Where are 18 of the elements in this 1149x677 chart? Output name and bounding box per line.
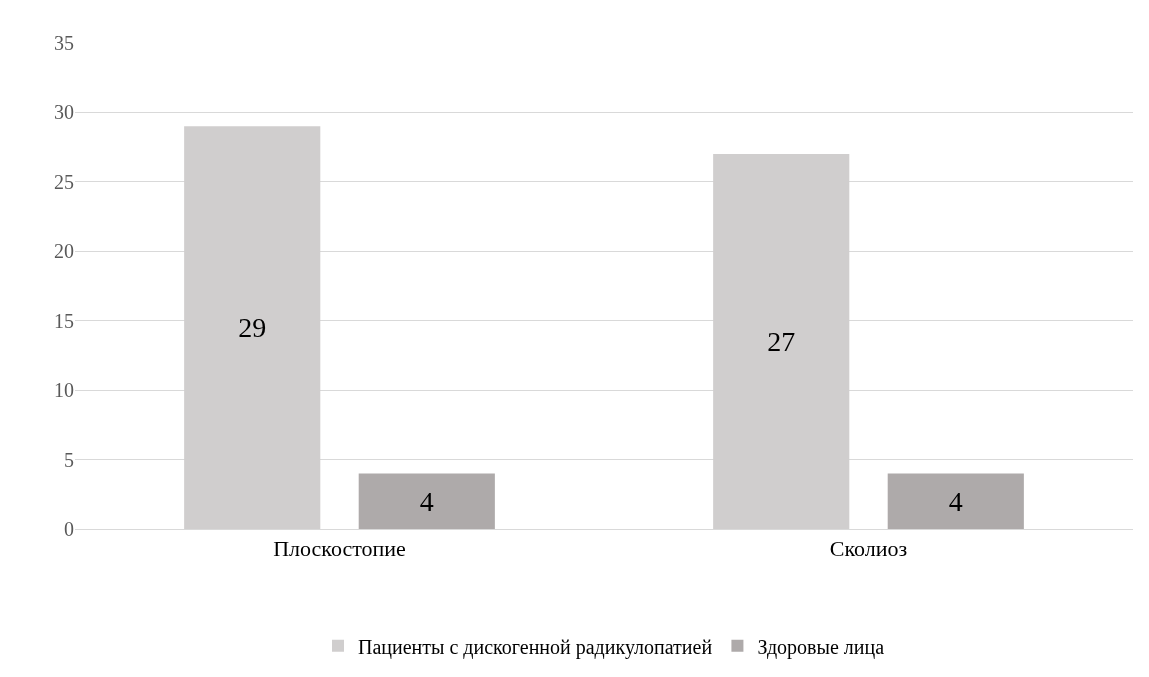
y-tick-label: 5: [64, 448, 74, 471]
data-label: 4: [948, 485, 963, 517]
y-tick-label: 25: [54, 170, 74, 193]
bar: [887, 473, 1024, 529]
data-label: 4: [419, 485, 434, 517]
y-tick-label: 35: [54, 32, 74, 54]
legend-label: Пациенты с дискогенной радикулопатией: [358, 635, 713, 659]
legend-label: Здоровые лица: [757, 635, 885, 659]
y-tick-label: 0: [64, 518, 74, 540]
x-tick-label: Сколиоз: [829, 536, 908, 562]
x-tick-label: Плоскостопие: [273, 536, 406, 562]
data-label: 29: [238, 312, 267, 344]
bar: [358, 473, 495, 529]
y-tick-label: 20: [54, 240, 74, 263]
y-tick-label: 10: [54, 379, 74, 402]
data-label: 27: [767, 326, 796, 358]
y-tick-label: 15: [54, 309, 74, 332]
y-tick-label: 30: [54, 101, 74, 124]
